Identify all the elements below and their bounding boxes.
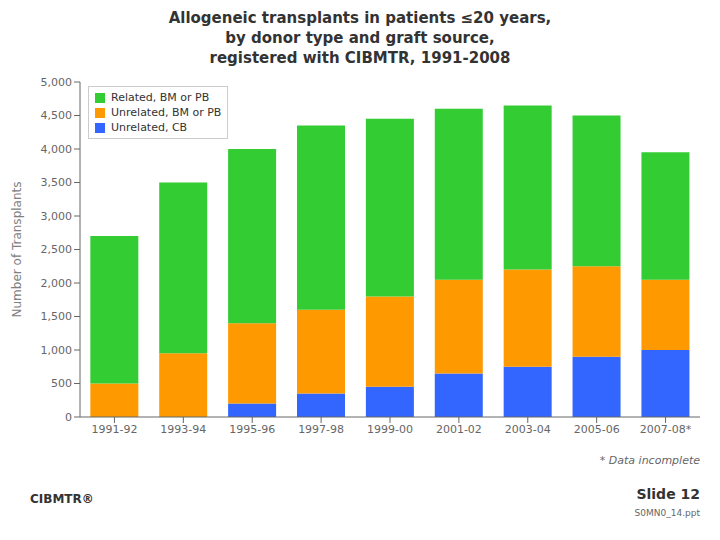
svg-text:3,500: 3,500 xyxy=(41,176,73,189)
svg-text:1999-00: 1999-00 xyxy=(367,423,413,436)
svg-text:2001-02: 2001-02 xyxy=(436,423,482,436)
svg-text:Number of Transplants: Number of Transplants xyxy=(10,182,24,318)
svg-text:1993-94: 1993-94 xyxy=(160,423,206,436)
html-text:Unrelated, CB: Unrelated, CB xyxy=(111,121,188,134)
html-text:by donor type and graft source: by donor type and graft source, xyxy=(225,29,495,47)
svg-text:2,500: 2,500 xyxy=(41,243,73,256)
html-text:Allogeneic transplants in pati: Allogeneic transplants in patients ≤20 y… xyxy=(168,9,552,27)
svg-text:1995-96: 1995-96 xyxy=(229,423,275,436)
svg-text:1991-92: 1991-92 xyxy=(91,423,137,436)
svg-text:1,500: 1,500 xyxy=(41,310,73,323)
svg-text:5,000: 5,000 xyxy=(41,76,73,89)
html-text:* Data incomplete: * Data incomplete xyxy=(599,454,700,467)
html-text:S0MN0_14.ppt: S0MN0_14.ppt xyxy=(634,508,700,518)
svg-text:2007-08*: 2007-08* xyxy=(640,423,692,436)
svg-text:1,000: 1,000 xyxy=(41,344,73,357)
svg-text:4,500: 4,500 xyxy=(41,109,73,122)
svg-text:1997-98: 1997-98 xyxy=(298,423,344,436)
svg-text:3,000: 3,000 xyxy=(41,210,73,223)
html-text:Unrelated, BM or PB: Unrelated, BM or PB xyxy=(111,106,222,119)
svg-text:2003-04: 2003-04 xyxy=(505,423,551,436)
svg-text:0: 0 xyxy=(65,411,72,424)
svg-text:4,000: 4,000 xyxy=(41,143,73,156)
html-text:CIBMTR®: CIBMTR® xyxy=(30,492,94,506)
svg-text:2005-06: 2005-06 xyxy=(574,423,620,436)
html-text:registered with CIBMTR, 1991-2: registered with CIBMTR, 1991-2008 xyxy=(209,49,511,67)
svg-text:500: 500 xyxy=(51,377,72,390)
html-text:Related, BM or PB: Related, BM or PB xyxy=(111,91,210,104)
svg-text:2,000: 2,000 xyxy=(41,277,73,290)
html-text:Slide 12: Slide 12 xyxy=(636,486,700,502)
